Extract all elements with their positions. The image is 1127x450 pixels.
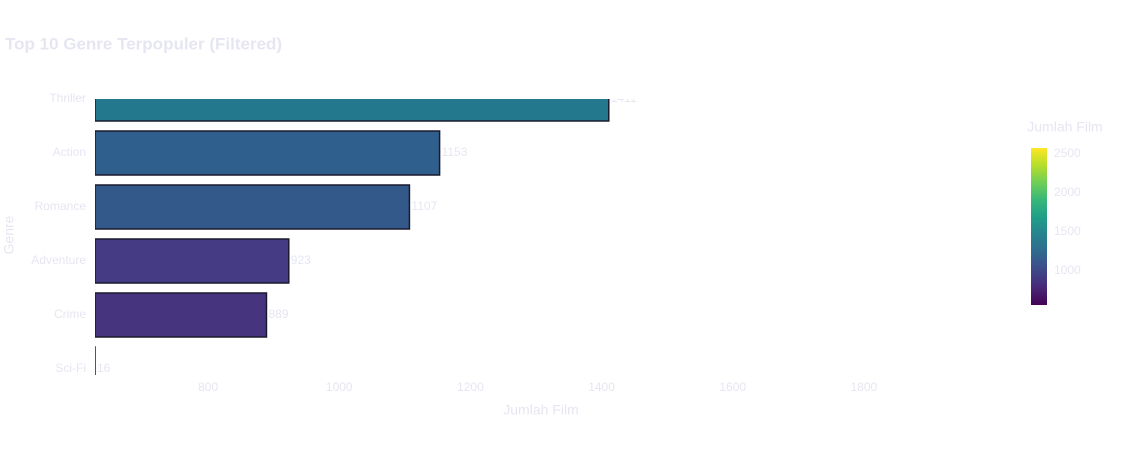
colorbar-tick-label: 1500 [1054, 224, 1081, 238]
y-axis-title: Genre [1, 215, 17, 254]
bar [95, 238, 290, 284]
x-tick-label: 1200 [457, 380, 484, 394]
colorbar-title: Jumlah Film [1027, 119, 1102, 135]
y-tick-label: Sci-Fi [55, 361, 86, 375]
colorbar-tick-label: 2000 [1054, 185, 1081, 199]
x-tick-label: 1400 [588, 380, 615, 394]
y-tick-label: Thriller [49, 91, 86, 105]
bar [95, 292, 268, 338]
x-tick-label: 1000 [326, 380, 353, 394]
bar [95, 130, 441, 176]
x-axis-title: Jumlah Film [503, 402, 578, 418]
y-tick-label: Adventure [31, 253, 86, 267]
data-label: 1153 [442, 145, 468, 159]
y-tick-label: Romance [35, 199, 87, 213]
data-label: 923 [291, 253, 311, 267]
colorbar [1031, 148, 1047, 305]
x-tick-label: 1600 [719, 380, 746, 394]
colorbar-tick-label: 2500 [1054, 146, 1081, 160]
data-label: 889 [268, 307, 288, 321]
colorbar-tick-label: 1000 [1054, 263, 1081, 277]
y-tick-label: Crime [54, 307, 86, 321]
data-label: 1411 [611, 91, 637, 105]
data-label: 16 [97, 361, 111, 375]
chart-title: Top 10 Genre Terpopuler (Filtered) [5, 34, 282, 53]
y-tick-label: Action [53, 145, 86, 159]
x-tick-label: 800 [198, 380, 218, 394]
x-tick-label: 1800 [851, 380, 878, 394]
plot-area: 1411 1153 1107 923 889 16 [95, 91, 637, 375]
bar [95, 184, 411, 230]
data-label: 1107 [411, 199, 437, 213]
bar [95, 99, 610, 122]
